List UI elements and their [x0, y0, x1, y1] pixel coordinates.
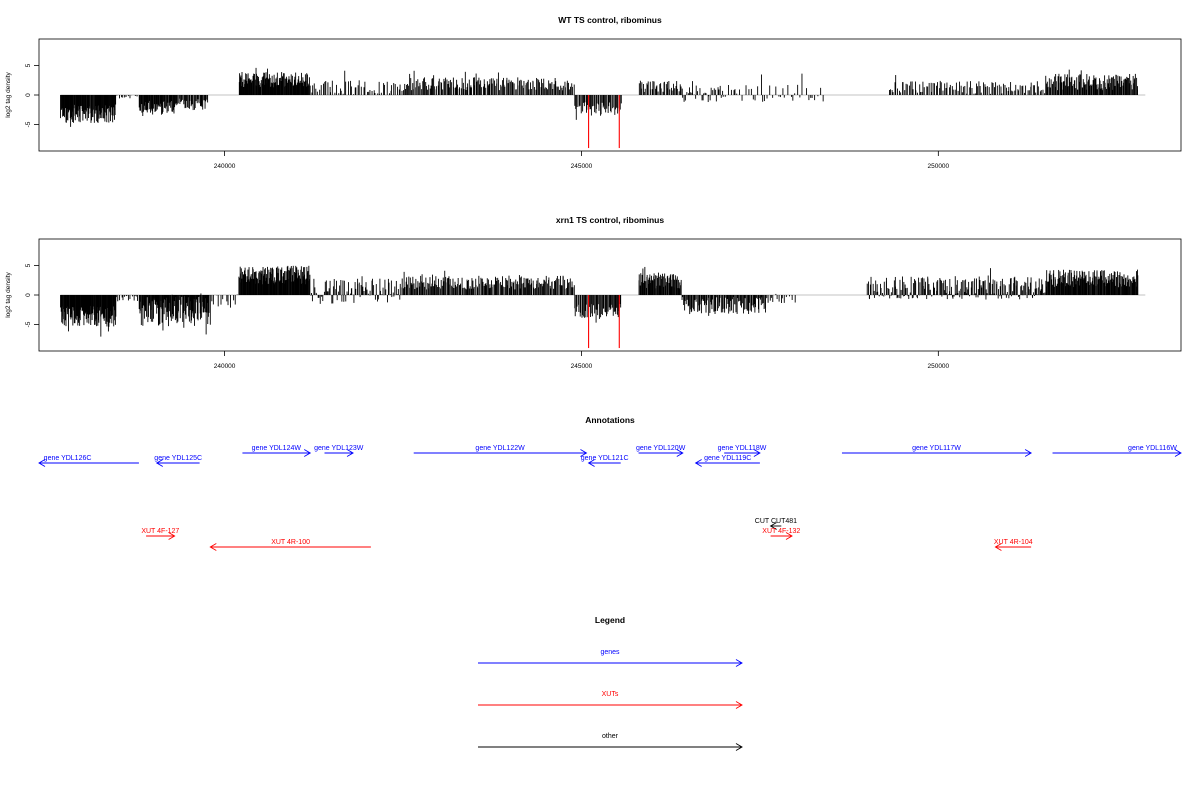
feature-arrowhead [676, 449, 684, 457]
feature-arrowhead [694, 459, 702, 467]
annotation-feature: gene YDL124W [242, 445, 312, 457]
feature-label: gene YDL120W [636, 445, 686, 452]
feature-arrowhead [168, 532, 176, 540]
y-tick-label: -5 [25, 321, 32, 327]
feature-label: XUT 4F-132 [762, 528, 800, 535]
legend-arrowhead [735, 659, 743, 667]
feature-arrowhead [994, 543, 1002, 551]
legend-item: other [478, 733, 743, 751]
wt-track-panel: WT TS control, ribominus log2 tag densit… [5, 15, 1182, 170]
legend-panel: Legend genes XUTs other [478, 615, 743, 751]
feature-label: gene YDL116W [1128, 445, 1177, 452]
feature-arrowhead [1174, 449, 1182, 457]
legend-arrowhead [735, 701, 743, 709]
wt-track-title: WT TS control, ribominus [558, 15, 662, 25]
feature-label: gene YDL126C [44, 455, 92, 462]
wt-y-axis-label: log2 tag density [5, 71, 12, 117]
annotation-feature: gene YDL122W [413, 445, 588, 457]
annotations-title: Annotations [585, 415, 635, 425]
legend-title: Legend [595, 615, 625, 625]
y-tick-label: 5 [25, 63, 32, 67]
annotation-feature: CUT CUT481 [755, 518, 797, 530]
wt-axis-ticks: 240000 245000 250000 -5 0 5 [25, 63, 950, 170]
feature-arrowhead [155, 459, 163, 467]
xrn1-track-title: xrn1 TS control, ribominus [556, 215, 664, 225]
feature-label: gene YDL125C [154, 455, 202, 462]
annotation-feature: XUT 4F-127 [141, 528, 179, 540]
y-tick-label: 5 [25, 263, 32, 267]
legend-arrowhead [735, 743, 743, 751]
annotation-feature: XUT 4F-132 [762, 528, 800, 540]
feature-arrowhead [769, 522, 777, 530]
feature-label: gene YDL124W [252, 445, 302, 452]
feature-label: CUT CUT481 [755, 518, 797, 525]
xrn1-axis-ticks: 240000 245000 250000 -5 0 5 [25, 263, 950, 370]
x-tick-label: 245000 [571, 163, 593, 170]
legend-label: XUTs [602, 691, 619, 698]
feature-arrowhead [1024, 449, 1033, 457]
annotation-feature: gene YDL117W [841, 445, 1033, 457]
y-tick-label: 0 [25, 293, 32, 297]
feature-label: XUT 4R-100 [271, 539, 310, 546]
xrn1-bar-series [60, 265, 1146, 349]
annotation-feature: XUT 4R-100 [209, 539, 371, 551]
feature-arrowhead [38, 459, 46, 467]
x-tick-label: 250000 [927, 363, 949, 370]
feature-label: gene YDL118W [718, 445, 767, 452]
feature-arrowhead [303, 449, 312, 457]
feature-arrowhead [587, 459, 595, 467]
feature-label: gene YDL123W [314, 445, 364, 452]
annotations-panel: Annotations gene YDL126C gene YDL125Cgene… [38, 415, 1182, 551]
legend-label: other [602, 733, 619, 740]
feature-arrowhead [346, 449, 354, 457]
x-tick-label: 240000 [214, 363, 236, 370]
annotation-feature: gene YDL123W [314, 445, 364, 457]
annotation-feature: gene YDL118W [718, 445, 767, 457]
legend-label: genes [600, 649, 620, 656]
x-tick-label: 240000 [214, 163, 236, 170]
feature-label: XUT 4F-127 [141, 528, 179, 535]
feature-arrowhead [580, 449, 588, 457]
annotation-feature: gene YDL119C [694, 455, 760, 467]
feature-label: gene YDL117W [912, 445, 961, 452]
xrn1-track-panel: xrn1 TS control, ribominus log2 tag dens… [5, 215, 1182, 370]
annotation-features: gene YDL126C gene YDL125C gene YDL124W gene… [38, 445, 1182, 551]
legend-item: genes [478, 649, 743, 667]
xrn1-y-axis-label: log2 tag density [5, 271, 12, 317]
feature-label: gene YDL122W [475, 445, 525, 452]
feature-label: gene YDL121C [581, 455, 629, 462]
legend-items: genes XUTs other [478, 649, 743, 751]
annotation-feature: gene YDL120W [636, 445, 686, 457]
annotation-feature: gene YDL116W [1052, 445, 1182, 457]
feature-label: XUT 4R-104 [994, 539, 1033, 546]
feature-arrowhead [209, 543, 217, 551]
annotation-feature: gene YDL126C [38, 455, 139, 467]
y-tick-label: 0 [25, 93, 32, 97]
x-tick-label: 250000 [927, 163, 949, 170]
annotation-feature: XUT 4R-104 [994, 539, 1033, 551]
y-tick-label: -5 [25, 121, 32, 127]
annotation-feature: gene YDL125C [154, 455, 202, 467]
feature-label: gene YDL119C [704, 455, 751, 462]
feature-arrowhead [753, 449, 761, 457]
annotation-feature: gene YDL121C [581, 455, 629, 467]
wt-bar-series [60, 67, 1146, 149]
x-tick-label: 245000 [571, 363, 593, 370]
legend-item: XUTs [478, 691, 743, 709]
feature-arrowhead [785, 532, 793, 540]
